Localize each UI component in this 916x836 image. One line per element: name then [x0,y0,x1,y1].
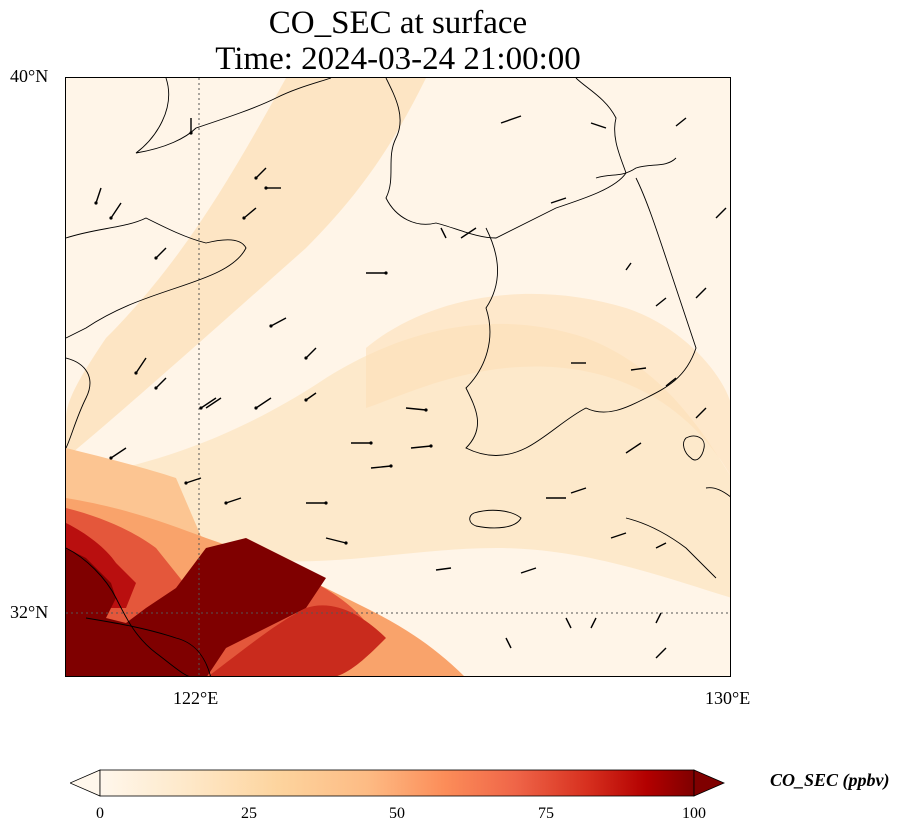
co-plume-band [66,323,730,598]
colorbar-tick: 25 [241,805,257,822]
colorbar [70,769,726,797]
co-high-core [208,605,386,676]
colorbar-gradient [99,769,695,797]
colorbar-tick: 0 [96,805,104,822]
wind-arrowheads [94,131,433,545]
co-high-core [66,538,326,676]
map-subtitle-time: Time: 2024-03-24 21:00:00 [215,41,581,77]
coastlines [66,78,730,676]
map-title: CO_SEC at surface [268,5,528,41]
co-plume-band [66,78,426,458]
colorbar-tick: 75 [538,805,554,822]
colorbar-tick: 50 [389,805,405,822]
colorbar-extend-max [693,769,726,797]
map-canvas [66,78,730,676]
wind-vectors [95,115,727,659]
lon-label-122e: 122°E [173,688,219,708]
map-panel [65,77,731,677]
colorbar-extend-min [70,769,101,797]
colorbar-tick: 100 [682,805,706,822]
lat-label-40n: 40°N [10,66,49,86]
colorbar-label: CO_SEC (ppbv) [770,770,890,790]
lat-label-32n: 32°N [10,602,49,622]
lon-label-130e: 130°E [705,688,751,708]
co-plume-band [366,293,730,475]
